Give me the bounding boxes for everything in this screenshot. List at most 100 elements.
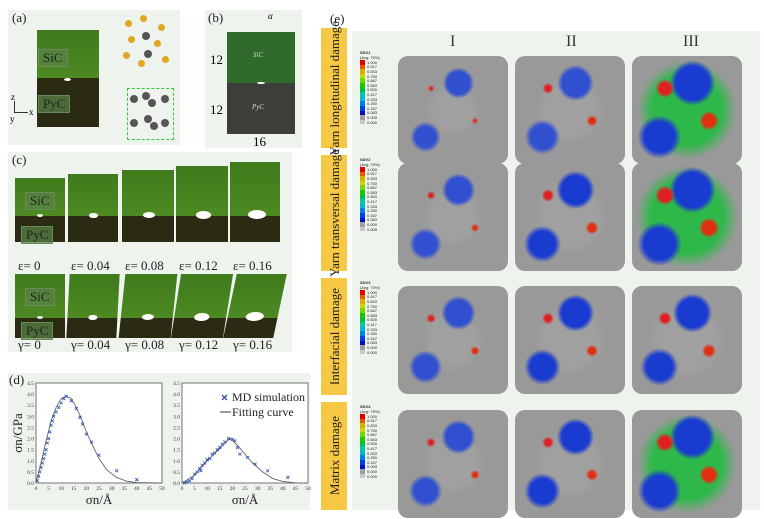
dim-12-top: 12 (210, 52, 223, 67)
pyc-text: PyC (252, 103, 265, 111)
md-point (230, 437, 235, 442)
strain-caption: ε= 0.12 (179, 258, 218, 273)
panel-e-label: (e) (330, 11, 345, 26)
md-point (202, 461, 207, 465)
md-snapshot (68, 174, 118, 242)
sic-tag: SiC (38, 49, 68, 67)
legend-fit-label: Fitting curve (232, 405, 294, 419)
pyc-crystal-icon (127, 88, 174, 140)
y-tick-label: 1.0 (27, 459, 34, 465)
md-point (46, 436, 51, 441)
x-tick-label: 40 (134, 486, 140, 492)
md-point (286, 475, 290, 480)
md-point (97, 453, 101, 458)
axis-z: z (11, 92, 15, 102)
md-point (226, 436, 231, 441)
strain-caption: γ= 0.08 (125, 337, 165, 352)
pyc-block (227, 83, 295, 134)
sic-tag: SiC (25, 288, 55, 306)
x-tick-label: 10 (204, 486, 210, 492)
y-axis-label: σn/GPa (10, 413, 25, 453)
panel-d-label: (d) (9, 372, 25, 387)
fitting-curve (181, 437, 309, 484)
damage-cube (632, 163, 742, 271)
y-tick-label: 3.0 (27, 414, 34, 420)
md-point (37, 470, 42, 474)
md-point (238, 452, 242, 456)
axis-y: y (10, 114, 15, 124)
damage-cube (398, 163, 508, 271)
strain-caption: γ= 0.16 (233, 337, 273, 352)
strain-caption: γ= 0.04 (71, 337, 111, 352)
md-point (218, 445, 222, 450)
md-point (43, 452, 47, 456)
x-tick-label: 5 (193, 486, 196, 492)
strain-caption: γ= 0 (18, 337, 41, 352)
md-point (35, 478, 40, 483)
pyc-tag: PyC (21, 322, 54, 340)
y-tick-label: 2.0 (173, 437, 180, 443)
md-point (235, 445, 240, 450)
md-point (48, 430, 52, 434)
md-point (223, 440, 227, 444)
damage-cube (632, 410, 742, 518)
md-point (89, 440, 94, 444)
x-tick-label: 50 (305, 486, 311, 492)
damage-cube (515, 56, 625, 164)
contour-legend: SDV2 (Avg: 75%) 1.000 0.917 0.833 0.750 0.667… (360, 157, 380, 232)
y-tick-label: 2.5 (173, 425, 180, 431)
x-tick-label: 5 (47, 486, 50, 492)
x-tick-label: 25 (242, 486, 248, 492)
md-point (50, 418, 55, 423)
md-snapshot (118, 274, 178, 338)
dim-12-bottom: 12 (210, 102, 223, 117)
x-tick-label: 25 (96, 486, 102, 492)
y-tick-label: 3.5 (27, 403, 34, 409)
md-point (265, 468, 270, 473)
md-point (44, 447, 48, 452)
md-point (212, 451, 217, 455)
md-point (233, 438, 237, 443)
x-tick-label: 50 (159, 486, 165, 492)
column-II: II (566, 33, 577, 50)
contour-legend: SDV1 (Avg: 75%) 1.000 0.917 0.833 0.750 0.667… (360, 50, 380, 125)
y-tick-label: 4.0 (27, 392, 34, 398)
x-tick-label: 15 (217, 486, 223, 492)
md-point (39, 465, 43, 470)
md-point (197, 466, 202, 471)
row-label: Yarn transversal damage (321, 149, 347, 277)
strain-caption: γ= 0.12 (179, 337, 219, 352)
x-tick-label: 35 (121, 486, 127, 492)
dim-16: 16 (253, 134, 266, 149)
y-tick-label: 0.0 (27, 481, 34, 487)
md-point (253, 462, 257, 466)
column-I: I (450, 33, 456, 50)
md-snapshot (170, 274, 234, 338)
x-tick-label: 20 (84, 486, 90, 492)
md-point (45, 441, 50, 445)
md-point (56, 405, 61, 410)
strain-caption: ε= 0.08 (125, 258, 164, 273)
md-point (207, 456, 212, 461)
strain-caption: ε= 0.04 (71, 258, 110, 273)
y-tick-label: 1.5 (27, 448, 34, 454)
x-tick-label: 10 (58, 486, 64, 492)
damage-cube (632, 286, 742, 394)
md-point (54, 410, 58, 414)
pyc-tag: PyC (38, 95, 71, 113)
md-point (190, 476, 194, 481)
y-tick-label: 2.5 (27, 425, 34, 431)
row-label: Interfacial damage (321, 278, 347, 395)
md-point (40, 461, 45, 465)
x-tick-label: 0 (181, 486, 184, 492)
panel-a-label: (a) (12, 10, 27, 25)
damage-cube (398, 56, 508, 164)
x-tick-label: 45 (147, 486, 153, 492)
md-point (49, 423, 53, 428)
column-III: III (683, 33, 699, 50)
strain-caption: ε= 0 (18, 258, 41, 273)
contour-legend: SDV3 (Avg: 75%) 1.000 0.917 0.833 0.750 0.667… (360, 280, 380, 355)
md-point (199, 468, 203, 473)
md-point (41, 456, 46, 461)
md-snapshot (230, 162, 280, 242)
